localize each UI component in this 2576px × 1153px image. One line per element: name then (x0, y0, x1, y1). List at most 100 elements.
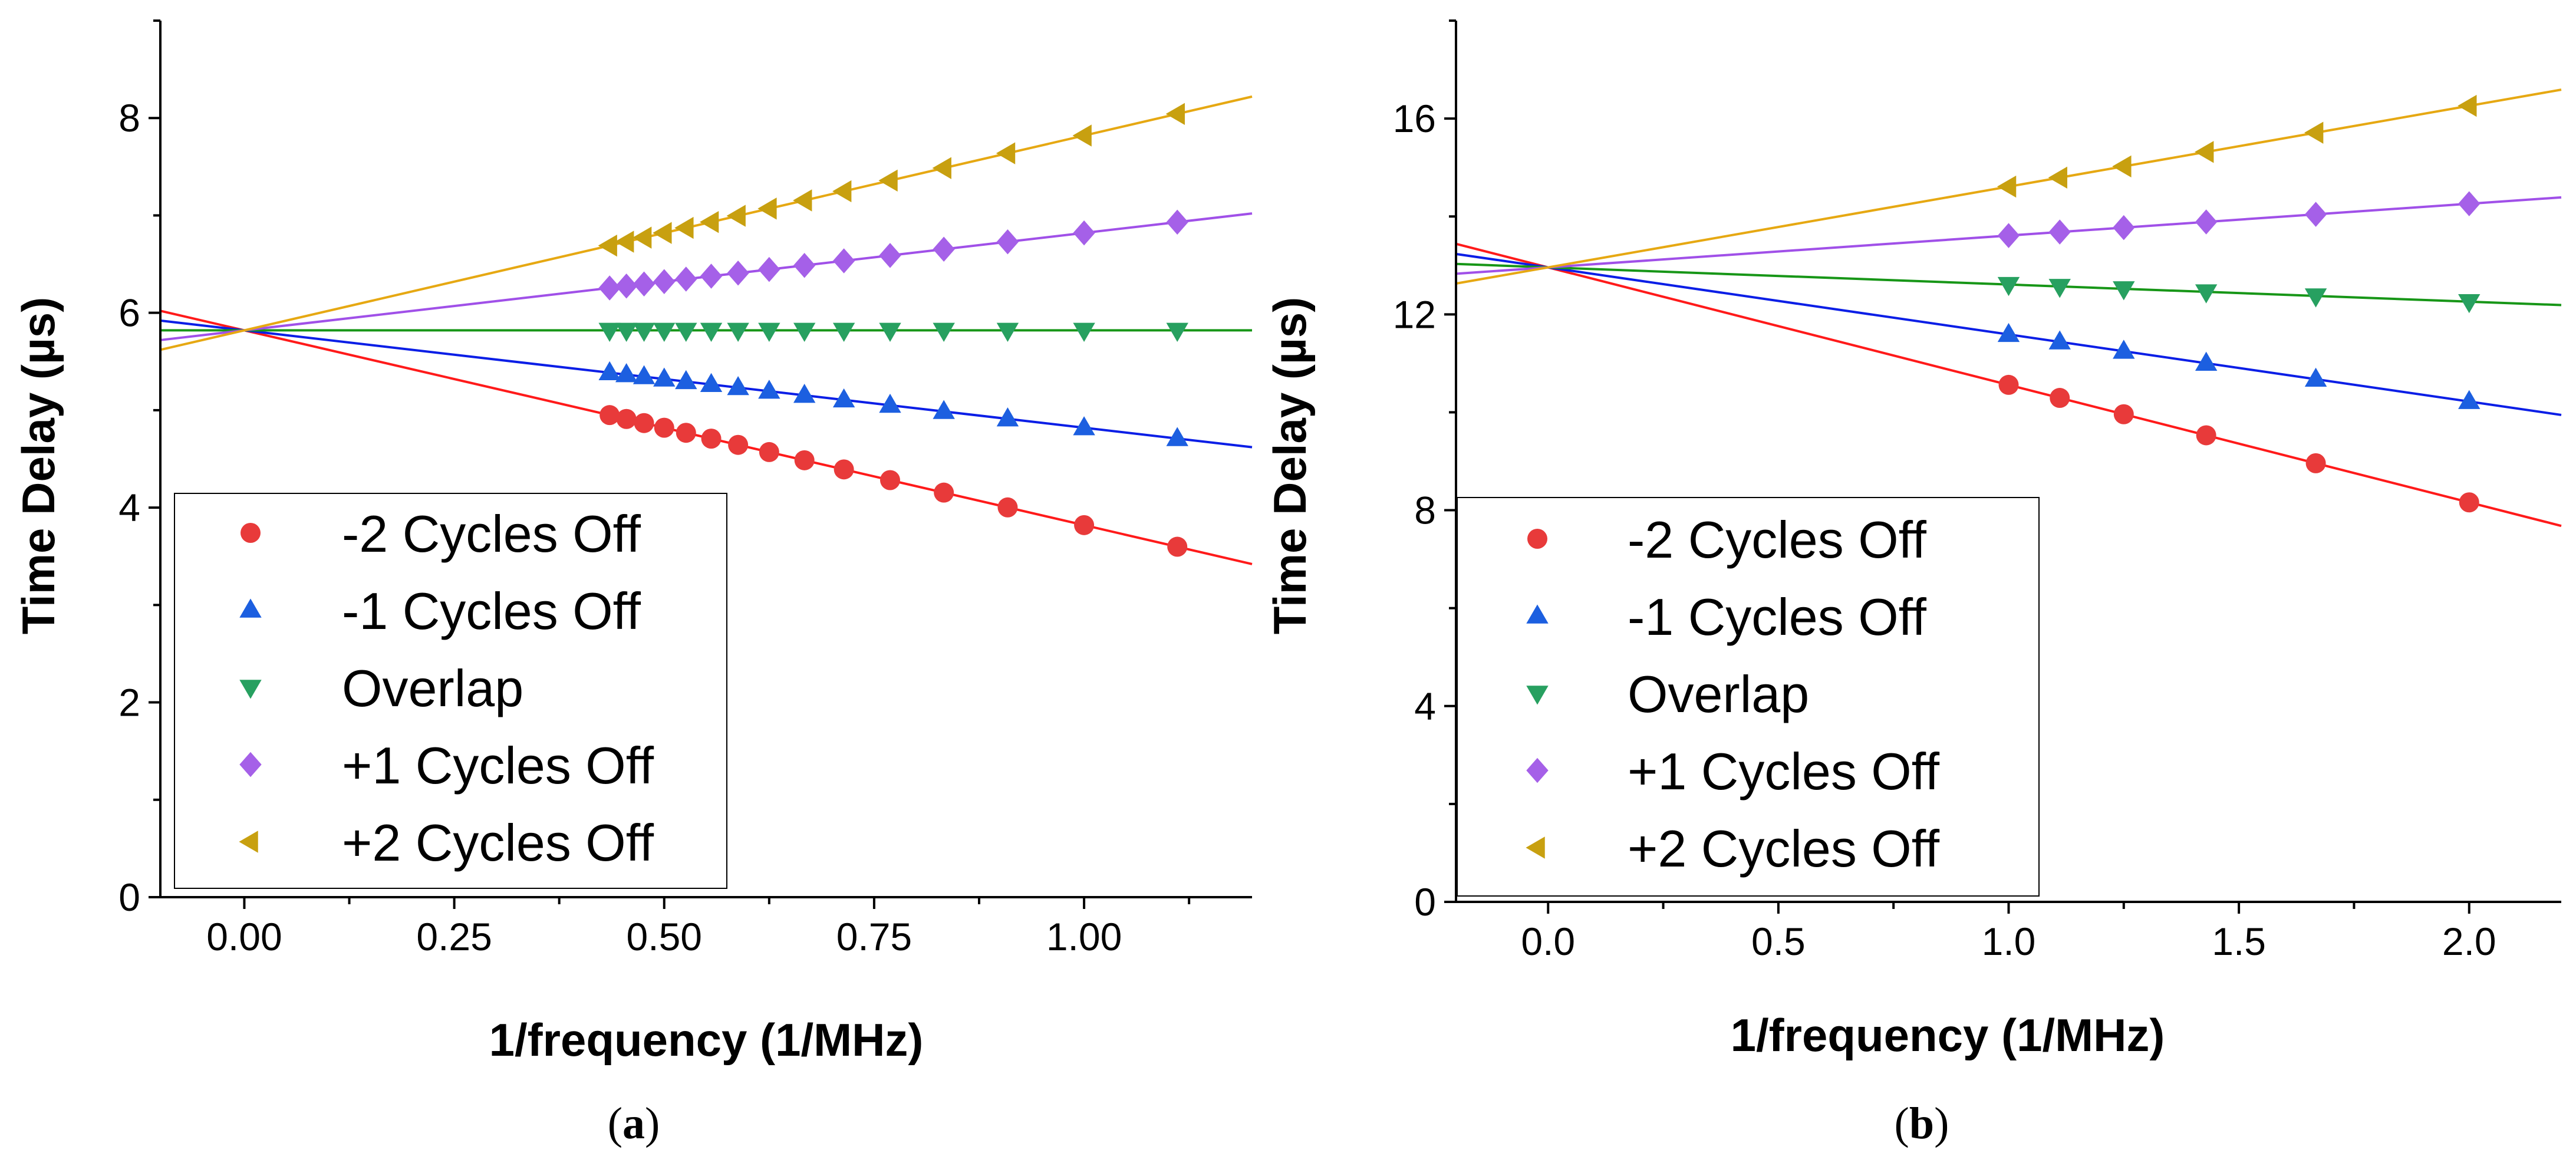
panel-a-series-1-point-3 (653, 367, 676, 387)
panel-b-series-0-point-4 (2305, 453, 2326, 473)
panel-a-series-0-point-2 (634, 413, 654, 433)
panel-b-series-1-point-5 (2458, 390, 2481, 409)
panel-a-series-3-point-6 (727, 261, 749, 286)
panel-b-series-0-point-3 (2196, 425, 2216, 446)
panel-a-legend-label-2: Overlap (342, 659, 523, 717)
panel-b-series-3-point-3 (2195, 209, 2218, 235)
panel-a-markers (598, 103, 1188, 557)
panel-b-x-tick-label: 0.5 (1751, 920, 1806, 963)
panel-a-legend-label-3: +1 Cycles Off (342, 736, 654, 795)
panel-a-series-3-point-8 (793, 252, 816, 278)
panel-b-fit-lines (1455, 88, 2562, 528)
panel-a-series-2-point-7 (758, 322, 780, 342)
panel-a-series-4-point-6 (726, 205, 746, 227)
panel-a-series-4-point-5 (699, 210, 719, 233)
panel-b-legend-swatch-2 (1526, 686, 1549, 705)
panel-b-series-1-point-4 (2304, 367, 2327, 387)
panel-b-y-tick-label: 16 (1393, 97, 1436, 140)
panel-a-series-4-point-14 (1165, 103, 1185, 125)
panel-b-legend-label-4: +2 Cycles Off (1628, 819, 1940, 878)
panel-a-series-4-point-8 (793, 189, 812, 212)
panel-b-series-2-point-5 (2458, 294, 2481, 314)
panel-b-series-1-point-0 (1997, 322, 2020, 342)
panel-a-caption: (a) (608, 1099, 660, 1148)
panel-b-legend-swatch-1 (1526, 604, 1549, 624)
panel-a-series-0-point-10 (879, 470, 900, 490)
panel-a-series-3-point-4 (675, 266, 697, 292)
panel-a-series-0-point-7 (759, 442, 779, 462)
panel-b-legend-label-0: -2 Cycles Off (1628, 510, 1926, 569)
panel-a-legend-label-4: +2 Cycles Off (342, 813, 654, 872)
panel-a-legend-label-0: -2 Cycles Off (342, 505, 641, 563)
panel-a-series-3-point-3 (653, 269, 676, 295)
panel-a-series-4-point-0 (598, 234, 617, 257)
panel-b-series-3-point-1 (2048, 219, 2071, 245)
panel-a-series-0-point-6 (728, 434, 749, 455)
panel-a-series-0-point-4 (676, 423, 696, 443)
panel-b-legend-label-1: -1 Cycles Off (1628, 588, 1926, 646)
panel-a-series-0-point-12 (997, 497, 1018, 518)
panel-b-markers (1997, 94, 2481, 513)
panel-a-series-0-point-5 (701, 429, 722, 449)
panel-a-series-4-point-4 (674, 216, 694, 239)
panel-a-series-4-point-2 (633, 226, 652, 249)
panel-a-series-4-point-11 (932, 157, 951, 179)
panel-b-series-2-point-3 (2195, 284, 2218, 304)
panel-b-series-0-point-1 (2050, 388, 2070, 409)
panel-a-legend-label-1: -1 Cycles Off (342, 582, 641, 640)
panel-a-series-4-point-7 (757, 197, 777, 220)
panel-b-series-4-point-0 (1997, 175, 2017, 198)
panel-a-series-1-point-7 (758, 380, 780, 399)
panel-a-x-tick-label: 0.75 (836, 915, 912, 958)
panel-b-x-tick-label: 1.0 (1982, 920, 2036, 963)
panel-a-series-4-point-13 (1072, 124, 1092, 147)
panel-a-series-1-point-4 (675, 370, 697, 390)
panel-b-series-0-point-0 (1998, 374, 2019, 395)
panel-a-series-3-point-9 (832, 248, 855, 274)
panel-a-series-2-point-10 (879, 322, 901, 342)
panel-b-legend-swatch-4 (1526, 836, 1545, 859)
panel-a-series-1-point-6 (727, 376, 749, 396)
panel-b-legend-label-2: Overlap (1628, 665, 1809, 723)
panel-a-series-2-point-3 (653, 322, 676, 342)
panel-b-legend-label-3: +1 Cycles Off (1628, 742, 1940, 800)
panel-a-legend: -2 Cycles Off -1 Cycles Off Overlap +1 Cycl… (174, 493, 727, 889)
panel-a-legend-swatch-2 (239, 680, 262, 699)
panel-b-series-3-point-4 (2304, 202, 2327, 227)
panel-a-series-1-point-12 (996, 407, 1019, 427)
panel-a-series-4-point-10 (878, 169, 898, 192)
panel-a-y-tick-label: 2 (118, 681, 140, 724)
panel-b-legend-box (1457, 497, 2040, 897)
panel-a-y-axis-title: Time Delay (µs) (12, 297, 64, 634)
panel-b-y-tick-label: 8 (1414, 489, 1436, 532)
panel-a-x-axis-title: 1/frequency (1/MHz) (489, 1014, 924, 1066)
panel-b-series-2-point-2 (2113, 281, 2135, 301)
panel-b-series-4-point-2 (2112, 155, 2132, 177)
panel-a-series-1-point-1 (615, 363, 638, 383)
panel-a-series-1-point-10 (879, 393, 901, 413)
panel-a-series-0-point-0 (599, 405, 620, 426)
panel-a-legend-swatch-0 (241, 523, 261, 543)
panel-a-y-tick-label: 6 (118, 291, 140, 335)
panel-a-series-1-point-13 (1073, 416, 1095, 436)
panel-b-series-4-point-1 (2048, 166, 2067, 189)
panel-a-y-tick-label: 4 (118, 486, 140, 529)
panel-b-series-1-point-3 (2195, 351, 2218, 371)
panel-b-series-4-point-5 (2458, 94, 2477, 117)
panel-a-x-tick-label: 0.00 (206, 915, 282, 958)
panel-b-series-1-point-1 (2048, 330, 2071, 350)
panel-a-series-2-point-1 (615, 322, 638, 342)
panel-b-series-0-point-5 (2459, 492, 2479, 513)
panel-b-y-tick-label: 4 (1414, 684, 1436, 728)
panel-a-y-tick-label: 0 (118, 875, 140, 919)
panel-b-series-0-point-2 (2113, 404, 2134, 424)
panel-b-series-3-point-2 (2113, 215, 2135, 241)
panel-a-series-4-point-1 (615, 230, 634, 253)
panel-a-series-2-point-12 (996, 322, 1019, 342)
panel-a-series-2-point-9 (832, 322, 855, 342)
panel-a-legend-box (174, 493, 727, 889)
panel-a-series-1-point-11 (933, 400, 955, 419)
panel-b-series-3-point-0 (1997, 223, 2020, 248)
panel-a-series-0-point-11 (934, 482, 954, 503)
